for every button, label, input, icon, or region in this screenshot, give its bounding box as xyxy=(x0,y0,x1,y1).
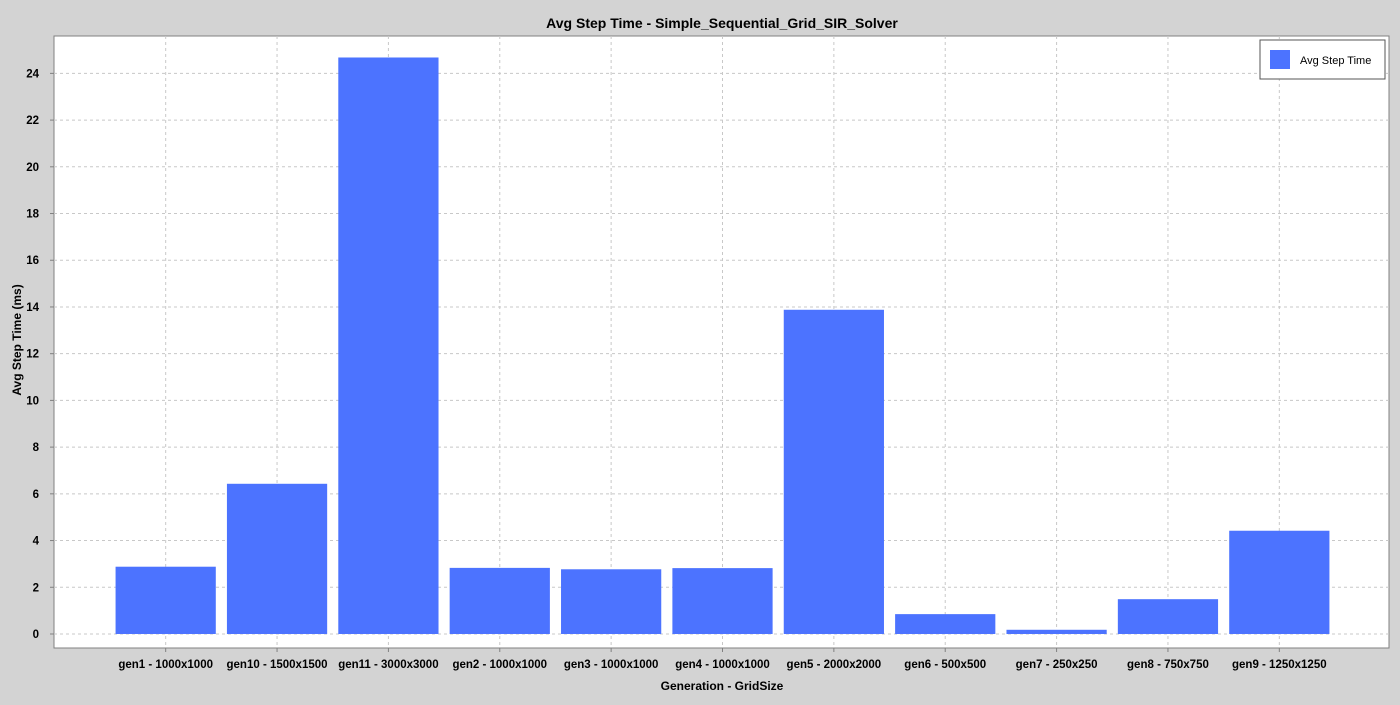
x-tick-label: gen4 - 1000x1000 xyxy=(675,659,770,671)
x-axis-title: Generation - GridSize xyxy=(661,679,784,693)
y-tick-label: 14 xyxy=(26,302,39,314)
y-axis-title: Avg Step Time (ms) xyxy=(10,284,24,395)
y-tick-label: 10 xyxy=(26,395,39,407)
chart-title: Avg Step Time - Simple_Sequential_Grid_S… xyxy=(546,15,898,31)
x-tick-label: gen3 - 1000x1000 xyxy=(564,659,659,671)
y-tick-label: 4 xyxy=(33,536,40,548)
y-tick-label: 16 xyxy=(26,255,39,267)
x-tick-label: gen1 - 1000x1000 xyxy=(118,659,213,671)
legend-label: Avg Step Time xyxy=(1300,55,1371,67)
x-tick-label: gen8 - 750x750 xyxy=(1127,659,1209,671)
y-tick-label: 8 xyxy=(33,442,40,454)
bar-5 xyxy=(561,569,662,634)
bar-layer xyxy=(115,57,1330,634)
y-tick-label: 20 xyxy=(26,162,39,174)
bar-2 xyxy=(226,483,328,634)
bar-6 xyxy=(672,568,773,634)
y-tick-label: 12 xyxy=(26,349,39,361)
y-tick-label: 22 xyxy=(26,115,39,127)
x-tick-label: gen10 - 1500x1500 xyxy=(227,659,328,671)
bar-8 xyxy=(895,614,996,634)
bar-9 xyxy=(1006,629,1107,634)
bar-10 xyxy=(1117,599,1219,634)
y-tick-label: 0 xyxy=(33,629,39,641)
legend-swatch xyxy=(1270,50,1290,69)
x-tick-label: gen5 - 2000x2000 xyxy=(787,659,882,671)
y-tick-label: 18 xyxy=(26,209,39,221)
y-tick-label: 2 xyxy=(33,582,39,594)
bar-1 xyxy=(115,566,216,634)
x-axis-labels: gen1 - 1000x1000 gen10 - 1500x1500 gen11 -… xyxy=(118,648,1327,671)
x-tick-label: gen2 - 1000x1000 xyxy=(452,659,547,671)
bar-3 xyxy=(338,57,439,634)
legend: Avg Step Time xyxy=(1259,39,1386,80)
x-tick-label: gen9 - 1250x1250 xyxy=(1232,659,1327,671)
bar-11 xyxy=(1229,530,1330,634)
y-tick-label: 24 xyxy=(26,68,39,80)
y-tick-label: 6 xyxy=(33,489,39,501)
x-tick-label: gen7 - 250x250 xyxy=(1016,659,1098,671)
x-tick-label: gen11 - 3000x3000 xyxy=(338,659,438,671)
bar-4 xyxy=(449,567,550,634)
x-tick-label: gen6 - 500x500 xyxy=(904,659,986,671)
bar-7 xyxy=(783,309,884,634)
